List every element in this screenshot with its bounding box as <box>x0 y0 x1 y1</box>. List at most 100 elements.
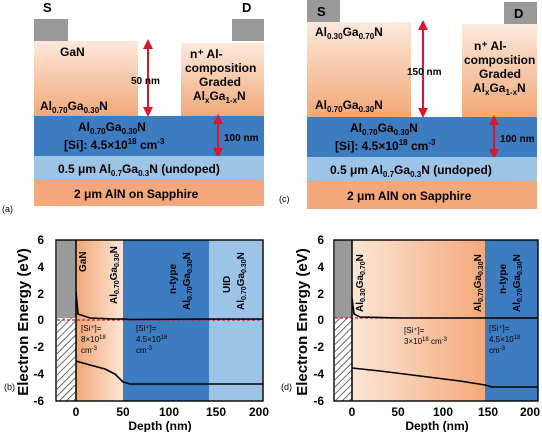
panel-b-ytick-m2: -2 <box>33 340 44 354</box>
panel-c-source-contact <box>307 0 340 22</box>
panel-a-barrier-top-label: GaN <box>60 45 85 59</box>
panel-c-drain-contact <box>504 2 537 24</box>
panel-a-barrier-layer <box>34 41 138 116</box>
panel-b-xtick-150: 150 <box>206 405 226 419</box>
panel-d-region-ntype <box>485 240 538 401</box>
panel-b-doping1-line1: [Si⁺]= <box>81 324 102 333</box>
panel-c-channel-label: Al0.70Ga0.30N <box>350 121 418 137</box>
panel-a-undoped-label: 0.5 μm Al0.7Ga0.3N (undoped) <box>58 162 220 178</box>
panel-c-drain-label: D <box>514 6 523 21</box>
panel-b-contact-gray <box>57 240 76 318</box>
panel-a-thickness-label: 100 nm <box>224 133 259 144</box>
panel-a-contact-line3: Graded <box>199 75 241 89</box>
panel-b-xtick-50: 50 <box>116 405 130 419</box>
panel-c-source-label: S <box>317 4 326 19</box>
panel-d-contact-gray <box>335 240 352 318</box>
panel-c-contact-line3: Graded <box>479 67 521 81</box>
panel-a-drain-label: D <box>242 0 251 15</box>
panel-c-contact-layer <box>462 24 537 117</box>
panel-a-source-contact <box>34 19 68 41</box>
panel-b-ylabel: Electron Energy (eV) <box>15 248 32 396</box>
panel-b-doping1-line2: 8×1018 <box>81 335 106 344</box>
panel-a-structure: S D GaN Al0.70Ga0.30N n⁺ Al- composition… <box>2 0 264 214</box>
panel-d-label: (d) <box>281 382 292 392</box>
panel-d-x-ticks: 0 50 100 150 200 <box>349 405 541 419</box>
panel-b-xtick-200: 200 <box>249 405 269 419</box>
panel-d-xtick-50: 50 <box>391 405 405 419</box>
panel-d-conduction-band <box>351 297 538 319</box>
panel-d-doping1-line1: [Si⁺]= <box>404 326 425 335</box>
panel-c-structure: S D Al0.30Ga0.70N Al0.70Ga0.30N n⁺ Al- c… <box>279 0 537 209</box>
panel-a-contact-line2: composition <box>185 61 256 75</box>
panel-d-region3-line2: Al0.70Ga0.30N <box>512 254 524 312</box>
panel-c-contact-line2: composition <box>464 53 535 67</box>
panel-b-doping2-line3: cm-3 <box>136 346 153 355</box>
panel-d-doping2-line3: cm-3 <box>489 346 506 355</box>
panel-c-substrate-layer <box>307 181 537 209</box>
panel-c-thickness-label: 100 nm <box>500 134 535 145</box>
panel-b-plot-frame <box>55 239 264 402</box>
panel-d-xtick-100: 100 <box>433 405 453 419</box>
panel-b-region3-line2: Al0.70Ga0.30N <box>182 252 194 310</box>
panel-b-band-diagram: GaN Al0.70Ga0.30N n-type Al0.70Ga0.30N U… <box>4 233 269 432</box>
panel-a-undoped-layer <box>34 156 264 180</box>
panel-a-barrier-bottom-label: Al0.70Ga0.30N <box>40 99 108 115</box>
panel-c-label: (c) <box>279 194 290 204</box>
panel-d-doping1-line2: 3×1018 cm-3 <box>404 337 448 346</box>
panel-d-ytick-2: 2 <box>317 287 324 301</box>
panel-d-y-ticks: 6 4 2 0 -2 -4 -6 <box>313 233 324 408</box>
panel-d-region3-line1: n-type <box>498 264 509 294</box>
panel-b-region3-line1: n-type <box>168 264 179 294</box>
panel-b-doping1-line3: cm-3 <box>81 346 98 355</box>
panel-a-channel-label: Al0.70Ga0.30N <box>78 120 146 136</box>
panel-d-doping2-line2: 4.5×1018 <box>489 335 521 344</box>
panel-a-contact-line4: AlxGa1-xN <box>193 89 246 105</box>
panel-a-gap-label: 50 nm <box>131 76 160 87</box>
panel-a-substrate-layer <box>34 180 264 206</box>
panel-b-region4-line1: UID <box>222 276 233 293</box>
panel-c-barrier-bottom-label: Al0.70Ga0.30N <box>315 98 383 114</box>
panel-b-ytick-6: 6 <box>37 233 44 247</box>
panel-a-contact-line1: n⁺ Al- <box>190 47 223 61</box>
panel-b-ytick-m4: -4 <box>33 367 44 381</box>
panel-c-undoped-layer <box>307 157 537 181</box>
panel-b-region4-line2: Al0.70Ga0.30N <box>236 252 248 310</box>
panel-a-doping-label: [Si]: 4.5×1018 cm-3 <box>64 137 165 152</box>
panel-d-region-graded <box>352 240 485 401</box>
panel-c-contact-line4: AlxGa1-xN <box>473 81 526 97</box>
panel-b-region-ntype <box>123 240 209 401</box>
panel-d-plot-frame <box>333 239 539 402</box>
panel-d-ytick-m6: -6 <box>313 394 324 408</box>
panel-c-doping-label: [Si]: 4.5×1018 cm-3 <box>335 138 436 153</box>
panel-d-ytick-0: 0 <box>317 313 324 327</box>
panel-b-valence-band <box>75 360 263 385</box>
panel-a-channel-layer <box>34 116 264 156</box>
panel-b-xtick-100: 100 <box>159 405 179 419</box>
panel-b-xlabel: Depth (nm) <box>128 419 191 432</box>
panel-d-xlabel: Depth (nm) <box>405 419 468 432</box>
panel-d-region1-label: Al0.30Ga0.70N <box>355 254 367 312</box>
panel-b-doping2-line1: [Si⁺]= <box>136 324 157 333</box>
panel-b-ytick-0: 0 <box>37 313 44 327</box>
panel-a-drain-contact <box>232 19 264 41</box>
panel-a-label: (a) <box>2 204 13 214</box>
panel-d-region2-label: Al0.70Ga0.30N <box>473 254 485 312</box>
panel-b-region2-label: Al0.70Ga0.30N <box>109 246 121 304</box>
panel-d-xtick-0: 0 <box>349 405 356 419</box>
panel-c-contact-line1: n⁺ Al- <box>474 39 507 53</box>
panel-d-doping2-line1: [Si⁺]= <box>489 324 510 333</box>
panel-a-source-label: S <box>43 0 52 15</box>
panel-d-ytick-m2: -2 <box>313 340 324 354</box>
panel-c-substrate-label: 2 μm AlN on Sapphire <box>347 189 472 203</box>
panel-a-contact-layer <box>181 43 264 116</box>
panel-c-barrier-top-label: Al0.30Ga0.70N <box>315 25 383 41</box>
panel-b-ytick-4: 4 <box>37 260 44 274</box>
panel-b-ytick-m6: -6 <box>33 394 44 408</box>
panel-d-ytick-m4: -4 <box>313 367 324 381</box>
panel-d-band-diagram: Al0.30Ga0.70N Al0.70Ga0.30N n-type Al0.7… <box>281 233 540 432</box>
panel-c-gap-label: 150 nm <box>407 67 442 78</box>
panel-b-y-ticks: 6 4 2 0 -2 -4 -6 <box>33 233 44 408</box>
panel-b-conduction-band <box>75 291 263 321</box>
panel-b-x-ticks: 0 50 100 150 200 <box>73 405 270 419</box>
